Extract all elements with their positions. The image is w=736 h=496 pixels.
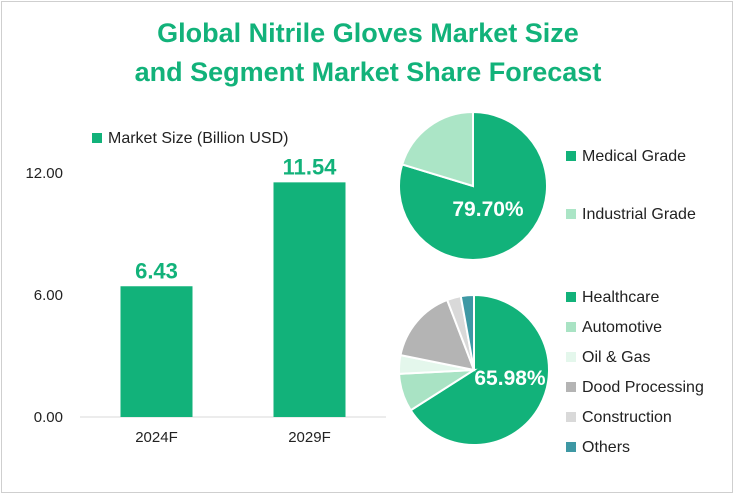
pie1-slice-industrial-grade [400,110,474,188]
pie1-legend-item-industrial: Industrial Grade [566,206,696,224]
pie2-legend-item-others: Others [566,439,630,457]
pie2-legend-item-oil-gas: Oil & Gas [566,349,650,367]
pie2-legend-swatch [566,291,576,302]
pie2-legend-item-food-processing: Dood Processing [566,379,704,397]
pie2-legend-swatch [566,321,576,332]
pie2-legend-item-construction: Construction [566,409,672,427]
pie2-legend-label: Oil & Gas [582,349,651,366]
pie2-legend-label: Automotive [582,319,663,336]
pie1-legend-label: Medical Grade [582,148,687,165]
pie2-legend-item-healthcare: Healthcare [566,289,659,307]
pie2-slice-dood-processing [399,298,476,372]
pie2-legend-label: Healthcare [582,289,660,306]
bar-legend-label: Market Size (Billion USD) [108,130,289,147]
pie2-legend-swatch [566,411,576,422]
bar-legend-swatch [92,132,102,143]
bar-legend: Market Size (Billion USD) [92,130,288,148]
pie2-legend-label: Dood Processing [582,379,704,396]
pie2-legend-item-automotive: Automotive [566,319,662,337]
pie1-legend-swatch [566,208,576,219]
pie2-slice-others [459,293,475,371]
x-tick-label: 2024F [135,429,178,446]
bar-2029F [273,182,346,417]
pie1-data-label: 79.70% [452,198,524,221]
pie2-legend-swatch [566,351,576,362]
y-tick-label: 6.00 [34,287,63,304]
pie2-legend-swatch [566,381,576,392]
pie2-legend-label: Others [582,439,631,456]
pie2-legend-label: Construction [582,409,672,426]
y-tick-label: 12.00 [25,165,63,182]
pie1-slice-medical-grade [398,110,548,261]
x-tick-label: 2029F [288,429,331,446]
pie1-legend-swatch [566,150,576,161]
pie1-legend-item-medical: Medical Grade [566,148,686,166]
bar-value-label: 6.43 [135,258,178,283]
title-line-1: Global Nitrile Gloves Market Size [157,18,579,48]
chart-title: Global Nitrile Gloves Market Size and Se… [0,14,736,92]
bar-value-label: 11.54 [283,154,338,179]
title-line-2: and Segment Market Share Forecast [134,57,602,87]
pie2-slice-healthcare [409,293,550,446]
pie1-legend-label: Industrial Grade [582,206,696,223]
pie2-legend-swatch [566,441,576,452]
pie2-data-label: 65.98% [474,367,546,390]
bar-2024F [120,286,193,417]
y-tick-label: 0.00 [34,409,63,426]
